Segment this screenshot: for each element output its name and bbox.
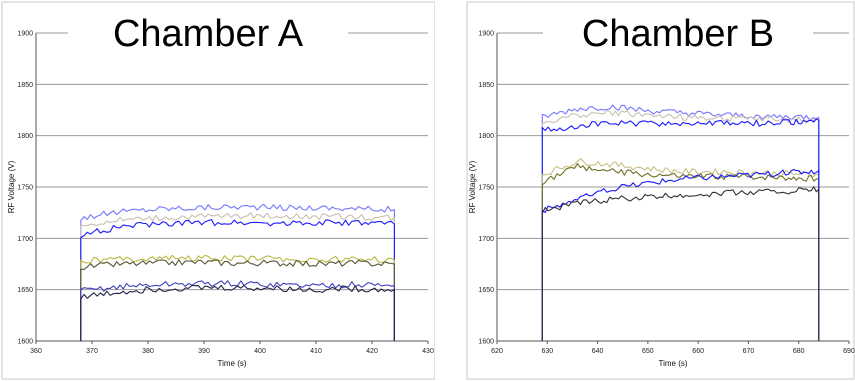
chart-a-ytick-label: 1750 — [17, 185, 33, 192]
chart-b-xtick-label: 640 — [592, 348, 604, 355]
chart-b-series-line — [541, 158, 820, 341]
chart-a-series-line — [80, 219, 395, 341]
chart-b-series-line — [541, 168, 820, 341]
chart-a-series-line — [80, 203, 395, 341]
chart-panel-chamber-b: 1600 1650 1700 1750 1800 1850 1900 620 630 640 650… — [465, 0, 855, 381]
chart-a-ytick-label: 1700 — [17, 236, 33, 243]
chart-a-series-line — [80, 259, 395, 341]
chart-a-ytick-label: 1800 — [17, 133, 33, 140]
chart-b-ytick-label: 1700 — [478, 236, 494, 243]
chart-b-series-line — [541, 110, 820, 341]
chart-a-xtick-label: 410 — [310, 348, 322, 355]
chart-b-ytick-label: 1800 — [478, 133, 494, 140]
chart-a-xtick-label: 370 — [86, 348, 98, 355]
chart-b-ytick-label: 1850 — [478, 82, 494, 89]
chart-b-xlabel: Time (s) — [658, 359, 687, 368]
chart-a-xlabel: Time (s) — [217, 359, 246, 368]
chart-a-title: Chamber A — [68, 8, 348, 60]
chart-b-series-line — [541, 104, 820, 341]
chart-b-plot: 1600 1650 1700 1750 1800 1850 1900 620 630 640 650… — [466, 1, 855, 380]
chart-a-series-line — [80, 254, 395, 341]
chart-b-xtick-label: 630 — [541, 348, 553, 355]
chart-a-series-line — [80, 284, 395, 341]
chart-a-ytick-label: 1850 — [17, 82, 33, 89]
chart-b-xtick-label: 660 — [692, 348, 704, 355]
chart-b-xtick-label: 690 — [843, 348, 855, 355]
chart-b-xtick-label: 620 — [491, 348, 503, 355]
chart-b-xtick-label: 650 — [642, 348, 654, 355]
chart-a-xtick-label: 380 — [142, 348, 154, 355]
chart-a-xtick-label: 360 — [30, 348, 42, 355]
chart-b-ytick-label: 1750 — [478, 185, 494, 192]
chart-a-ytick-label: 1600 — [17, 339, 33, 346]
chart-b-title: Chamber B — [543, 8, 813, 60]
chart-a-ytick-label: 1650 — [17, 287, 33, 294]
chart-a-ytick-label: 1900 — [17, 31, 33, 38]
chart-b-ytick-label: 1650 — [478, 287, 494, 294]
chart-a-series-line — [80, 212, 395, 341]
chart-b-ytick-label: 1900 — [478, 31, 494, 38]
chart-a-ylabel: RF Voltage (V) — [7, 160, 16, 213]
chart-panel-chamber-a: 1600 1650 1700 1750 1800 1850 1900 360 370 380 390… — [0, 0, 435, 381]
chart-a-plot: 1600 1650 1700 1750 1800 1850 1900 360 370 380 390… — [1, 1, 435, 380]
chart-b-xtick-label: 670 — [743, 348, 755, 355]
chart-a-xtick-label: 420 — [366, 348, 378, 355]
chart-a-xtick-label: 430 — [422, 348, 434, 355]
chart-a-xtick-label: 400 — [254, 348, 266, 355]
chart-b-series-line — [541, 118, 820, 341]
chart-b-ylabel: RF Voltage (V) — [468, 160, 477, 213]
chart-b-xtick-label: 680 — [793, 348, 805, 355]
chart-b-series-line — [541, 186, 820, 341]
chart-a-xtick-label: 390 — [198, 348, 210, 355]
chart-b-series-line — [541, 163, 820, 341]
chart-b-ytick-label: 1600 — [478, 339, 494, 346]
